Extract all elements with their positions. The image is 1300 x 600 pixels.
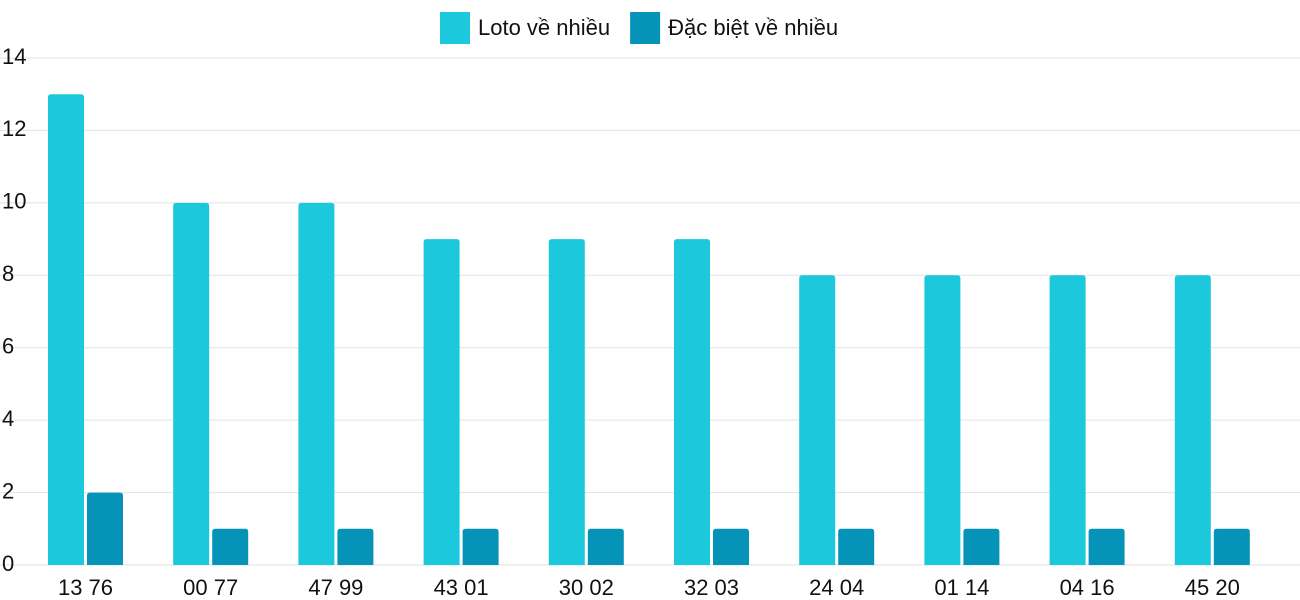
bar xyxy=(548,239,585,566)
y-tick-label: 8 xyxy=(2,261,14,286)
bar xyxy=(587,528,624,565)
y-tick-label: 4 xyxy=(2,406,14,431)
x-tick-label: 45 20 xyxy=(1185,575,1240,600)
bar xyxy=(337,528,374,565)
bar xyxy=(838,528,875,565)
bar xyxy=(674,239,710,566)
legend-swatch xyxy=(630,12,661,44)
bar xyxy=(963,528,1000,565)
bar xyxy=(212,528,249,565)
legend-swatch xyxy=(440,12,470,44)
y-tick-label: 0 xyxy=(2,551,14,576)
bar xyxy=(423,239,460,566)
y-tick-label: 6 xyxy=(2,334,14,359)
legend-label: Loto về nhiều xyxy=(478,15,610,40)
x-tick-label: 47 99 xyxy=(308,575,363,600)
bar xyxy=(462,528,499,565)
x-tick-label: 00 77 xyxy=(183,575,238,600)
y-tick-label: 14 xyxy=(2,44,26,69)
bar xyxy=(1049,275,1086,565)
bar xyxy=(298,202,335,565)
bar xyxy=(713,528,749,565)
legend-label: Đặc biệt về nhiều xyxy=(668,15,838,40)
x-tick-label: 24 04 xyxy=(809,575,864,600)
bar xyxy=(1088,528,1125,565)
bar xyxy=(799,275,836,565)
bar xyxy=(1174,275,1211,565)
x-tick-label: 43 01 xyxy=(434,575,489,600)
x-tick-label: 13 76 xyxy=(58,575,113,600)
bar xyxy=(173,202,210,565)
x-tick-label: 01 14 xyxy=(934,575,989,600)
x-tick-label: 04 16 xyxy=(1060,575,1115,600)
bar xyxy=(924,275,961,565)
y-tick-label: 10 xyxy=(2,189,26,214)
y-tick-label: 12 xyxy=(2,116,26,141)
bar xyxy=(48,94,84,565)
x-tick-label: 32 03 xyxy=(684,575,739,600)
x-tick-label: 30 02 xyxy=(559,575,614,600)
bar xyxy=(1213,528,1250,565)
bar xyxy=(87,492,123,565)
y-tick-label: 2 xyxy=(2,478,14,503)
